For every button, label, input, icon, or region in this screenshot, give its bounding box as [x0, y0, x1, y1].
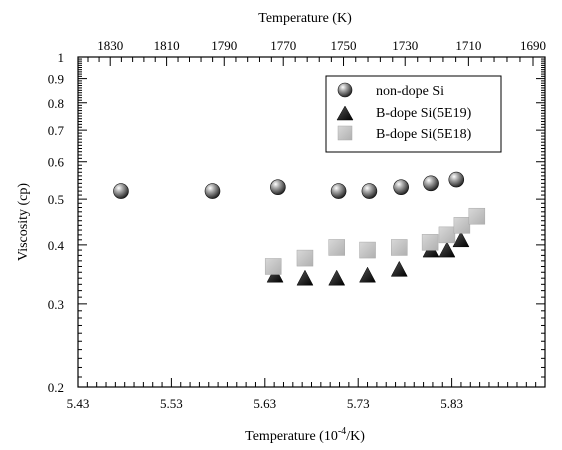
y-tick-label: 0.7	[48, 123, 65, 138]
data-point-triangle	[452, 231, 470, 248]
data-point-square	[453, 217, 471, 234]
x-tick-label: 5.73	[347, 396, 370, 411]
data-point-triangle	[390, 260, 408, 277]
y-tick-label: 0.8	[48, 96, 64, 111]
legend-marker-triangle	[336, 105, 354, 121]
data-point-square	[359, 241, 376, 259]
legend-label-5e19: B-dope Si(5E19)	[376, 106, 472, 121]
data-point-sphere	[113, 183, 129, 199]
legend-label-non-dope: non-dope Si	[376, 84, 444, 99]
data-point-square	[468, 207, 486, 225]
data-point-triangle	[359, 266, 376, 283]
x2-tick-label: 1690	[520, 38, 546, 53]
y-axis-title: Viscosity (cp)	[16, 183, 31, 261]
top-axis-title: Temperature (K)	[258, 11, 352, 26]
data-point-square	[391, 239, 408, 256]
y-tick-label: 1	[58, 50, 65, 65]
legend-marker-square	[337, 125, 353, 141]
x-axis-title: Temperature (10-4/K)	[245, 426, 365, 444]
legend-label-5e18: B-dope Si(5E18)	[376, 127, 472, 142]
x2-tick-label: 1770	[270, 38, 296, 53]
x2-tick-label: 1830	[97, 38, 123, 53]
data-point-sphere	[423, 175, 439, 192]
data-point-square	[438, 226, 456, 244]
data-point-triangle	[438, 241, 456, 258]
data-point-square	[421, 234, 439, 251]
ticks-layer	[77, 56, 546, 388]
data-point-square	[328, 239, 345, 256]
x2-tick-label: 1790	[211, 38, 237, 53]
x-tick-label: 5.43	[67, 396, 90, 411]
x2-tick-label: 1810	[154, 38, 180, 53]
tick-labels: 5.43 5.53 5.63 5.73 5.83 1830 1810 1790 1770 1750…	[48, 38, 546, 411]
x-axis-title-base: Temperature (10	[245, 429, 338, 444]
data-point-triangle	[296, 269, 314, 286]
x-axis-title-tail: /K)	[346, 429, 365, 444]
x2-tick-label: 1750	[331, 38, 357, 53]
y-tick-label: 0.9	[48, 72, 64, 87]
data-points	[113, 171, 486, 286]
x2-tick-label: 1710	[455, 38, 481, 53]
y-tick-label: 0.6	[48, 155, 65, 170]
data-point-triangle	[328, 269, 346, 286]
legend: non-dope Si B-dope Si(5E19) B-dope Si(5E…	[325, 75, 502, 153]
data-point-sphere	[204, 183, 221, 199]
data-point-sphere	[330, 183, 347, 199]
legend-box	[325, 75, 502, 153]
y-tick-label: 0.5	[48, 192, 64, 207]
x-axis-title-exponent: -4	[338, 426, 346, 437]
x-tick-label: 5.63	[253, 396, 276, 411]
data-point-sphere	[448, 171, 465, 188]
data-point-square	[296, 249, 314, 267]
legend-marker-sphere	[337, 82, 353, 98]
y-tick-label: 0.4	[48, 238, 65, 253]
data-point-square	[264, 258, 282, 275]
x2-tick-label: 1730	[392, 38, 418, 53]
data-point-sphere	[393, 179, 409, 195]
data-point-sphere	[361, 183, 378, 199]
y-tick-label: 0.2	[48, 380, 64, 395]
y-tick-label: 0.3	[48, 297, 64, 312]
data-point-sphere	[270, 179, 286, 195]
x-tick-label: 5.83	[440, 396, 463, 411]
x-tick-label: 5.53	[160, 396, 183, 411]
